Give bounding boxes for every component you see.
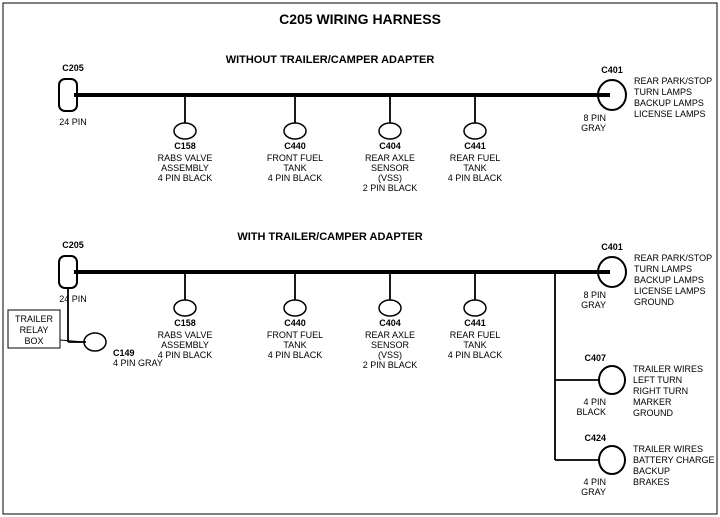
svg-text:24 PIN: 24 PIN bbox=[59, 117, 87, 127]
svg-text:4 PIN BLACK: 4 PIN BLACK bbox=[448, 350, 503, 360]
svg-text:GRAY: GRAY bbox=[581, 487, 606, 497]
svg-text:TANK: TANK bbox=[283, 340, 306, 350]
drop-connector bbox=[464, 300, 486, 316]
svg-text:TANK: TANK bbox=[463, 163, 486, 173]
drop-connector bbox=[464, 123, 486, 139]
svg-text:C205: C205 bbox=[62, 63, 84, 73]
svg-text:LICENSE LAMPS: LICENSE LAMPS bbox=[634, 109, 706, 119]
svg-text:(VSS): (VSS) bbox=[378, 173, 402, 183]
right-extra-connector bbox=[599, 366, 625, 394]
svg-text:TRAILER WIRES: TRAILER WIRES bbox=[633, 444, 703, 454]
svg-text:C401: C401 bbox=[601, 65, 623, 75]
svg-text:GROUND: GROUND bbox=[634, 297, 674, 307]
drop-connector bbox=[379, 123, 401, 139]
svg-text:MARKER: MARKER bbox=[633, 397, 672, 407]
svg-text:GRAY: GRAY bbox=[581, 123, 606, 133]
svg-text:2 PIN BLACK: 2 PIN BLACK bbox=[363, 183, 418, 193]
svg-text:FRONT FUEL: FRONT FUEL bbox=[267, 330, 323, 340]
drop-connector bbox=[284, 123, 306, 139]
svg-text:C205: C205 bbox=[62, 240, 84, 250]
svg-text:4 PIN BLACK: 4 PIN BLACK bbox=[448, 173, 503, 183]
svg-text:ASSEMBLY: ASSEMBLY bbox=[161, 340, 209, 350]
svg-text:RELAY: RELAY bbox=[20, 325, 49, 335]
svg-text:2 PIN BLACK: 2 PIN BLACK bbox=[363, 360, 418, 370]
svg-text:RABS VALVE: RABS VALVE bbox=[158, 330, 213, 340]
svg-text:C404: C404 bbox=[379, 318, 401, 328]
svg-text:TURN LAMPS: TURN LAMPS bbox=[634, 87, 692, 97]
svg-text:BATTERY CHARGE: BATTERY CHARGE bbox=[633, 455, 715, 465]
right-extra-connector bbox=[599, 446, 625, 474]
svg-text:C158: C158 bbox=[174, 141, 196, 151]
svg-text:RABS VALVE: RABS VALVE bbox=[158, 153, 213, 163]
diagram-title: C205 WIRING HARNESS bbox=[279, 11, 441, 27]
svg-text:(VSS): (VSS) bbox=[378, 350, 402, 360]
svg-text:C441: C441 bbox=[464, 141, 486, 151]
svg-text:BACKUP LAMPS: BACKUP LAMPS bbox=[634, 98, 704, 108]
svg-text:C440: C440 bbox=[284, 318, 306, 328]
svg-text:C158: C158 bbox=[174, 318, 196, 328]
svg-text:TRAILER: TRAILER bbox=[15, 314, 54, 324]
svg-text:BACKUP LAMPS: BACKUP LAMPS bbox=[634, 275, 704, 285]
svg-text:BLACK: BLACK bbox=[576, 407, 606, 417]
left-extra-connector bbox=[84, 333, 106, 351]
svg-text:C401: C401 bbox=[601, 242, 623, 252]
svg-text:4 PIN BLACK: 4 PIN BLACK bbox=[268, 173, 323, 183]
svg-text:8 PIN: 8 PIN bbox=[583, 113, 606, 123]
svg-text:4 PIN: 4 PIN bbox=[583, 397, 606, 407]
svg-text:4 PIN BLACK: 4 PIN BLACK bbox=[158, 350, 213, 360]
svg-text:C404: C404 bbox=[379, 141, 401, 151]
svg-text:GROUND: GROUND bbox=[633, 408, 673, 418]
svg-text:RIGHT TURN: RIGHT TURN bbox=[633, 386, 688, 396]
svg-text:24 PIN: 24 PIN bbox=[59, 294, 87, 304]
svg-text:BOX: BOX bbox=[24, 336, 43, 346]
svg-text:4 PIN: 4 PIN bbox=[583, 477, 606, 487]
drop-connector bbox=[174, 300, 196, 316]
svg-text:TANK: TANK bbox=[463, 340, 486, 350]
svg-text:REAR AXLE: REAR AXLE bbox=[365, 330, 415, 340]
svg-text:4 PIN BLACK: 4 PIN BLACK bbox=[268, 350, 323, 360]
svg-text:FRONT FUEL: FRONT FUEL bbox=[267, 153, 323, 163]
svg-text:REAR AXLE: REAR AXLE bbox=[365, 153, 415, 163]
section-subtitle: WITHOUT TRAILER/CAMPER ADAPTER bbox=[226, 54, 435, 66]
svg-text:REAR PARK/STOP: REAR PARK/STOP bbox=[634, 253, 712, 263]
svg-text:4 PIN GRAY: 4 PIN GRAY bbox=[113, 358, 163, 368]
drop-connector bbox=[379, 300, 401, 316]
svg-text:BRAKES: BRAKES bbox=[633, 477, 670, 487]
svg-text:4 PIN BLACK: 4 PIN BLACK bbox=[158, 173, 213, 183]
svg-text:REAR FUEL: REAR FUEL bbox=[450, 330, 501, 340]
svg-text:C149: C149 bbox=[113, 348, 135, 358]
svg-text:C424: C424 bbox=[584, 433, 606, 443]
svg-text:TANK: TANK bbox=[283, 163, 306, 173]
svg-text:REAR FUEL: REAR FUEL bbox=[450, 153, 501, 163]
wiring-diagram: C205 WIRING HARNESS WITHOUT TRAILER/CAMPE… bbox=[0, 0, 720, 517]
drop-connector bbox=[174, 123, 196, 139]
svg-text:ASSEMBLY: ASSEMBLY bbox=[161, 163, 209, 173]
svg-text:8 PIN: 8 PIN bbox=[583, 290, 606, 300]
svg-text:C441: C441 bbox=[464, 318, 486, 328]
section-subtitle: WITH TRAILER/CAMPER ADAPTER bbox=[237, 231, 422, 243]
svg-text:SENSOR: SENSOR bbox=[371, 340, 410, 350]
svg-text:TURN LAMPS: TURN LAMPS bbox=[634, 264, 692, 274]
svg-text:TRAILER WIRES: TRAILER WIRES bbox=[633, 364, 703, 374]
drop-connector bbox=[284, 300, 306, 316]
svg-text:LEFT TURN: LEFT TURN bbox=[633, 375, 682, 385]
svg-text:REAR PARK/STOP: REAR PARK/STOP bbox=[634, 76, 712, 86]
svg-text:C440: C440 bbox=[284, 141, 306, 151]
svg-text:GRAY: GRAY bbox=[581, 300, 606, 310]
svg-text:LICENSE LAMPS: LICENSE LAMPS bbox=[634, 286, 706, 296]
svg-text:C407: C407 bbox=[584, 353, 606, 363]
svg-text:SENSOR: SENSOR bbox=[371, 163, 410, 173]
svg-text:BACKUP: BACKUP bbox=[633, 466, 670, 476]
